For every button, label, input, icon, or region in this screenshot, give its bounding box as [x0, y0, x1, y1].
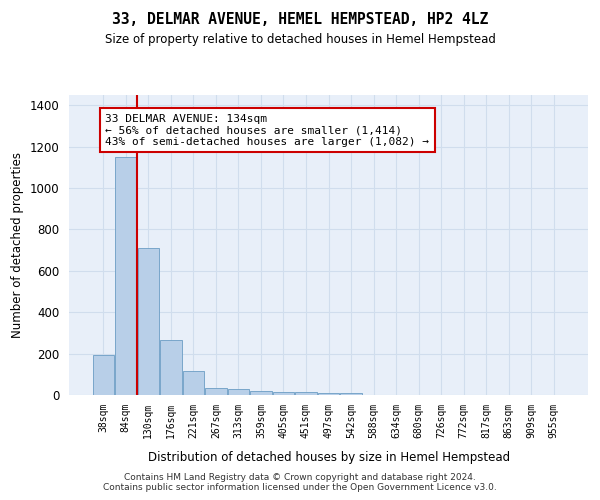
Bar [295, 392, 317, 395]
Bar [137, 248, 159, 395]
Bar [318, 392, 339, 395]
Text: Contains public sector information licensed under the Open Government Licence v3: Contains public sector information licen… [103, 484, 497, 492]
Bar [228, 389, 249, 395]
Text: Contains HM Land Registry data © Crown copyright and database right 2024.: Contains HM Land Registry data © Crown c… [124, 474, 476, 482]
Bar [115, 157, 137, 395]
Bar [160, 340, 182, 395]
Bar [250, 392, 272, 395]
Bar [205, 388, 227, 395]
Text: Size of property relative to detached houses in Hemel Hempstead: Size of property relative to detached ho… [104, 32, 496, 46]
Text: 33 DELMAR AVENUE: 134sqm
← 56% of detached houses are smaller (1,414)
43% of sem: 33 DELMAR AVENUE: 134sqm ← 56% of detach… [105, 114, 429, 147]
Bar [340, 393, 362, 395]
Y-axis label: Number of detached properties: Number of detached properties [11, 152, 24, 338]
Bar [182, 371, 204, 395]
Text: Distribution of detached houses by size in Hemel Hempstead: Distribution of detached houses by size … [148, 451, 510, 464]
Text: 33, DELMAR AVENUE, HEMEL HEMPSTEAD, HP2 4LZ: 33, DELMAR AVENUE, HEMEL HEMPSTEAD, HP2 … [112, 12, 488, 28]
Bar [92, 354, 114, 395]
Bar [273, 392, 294, 395]
